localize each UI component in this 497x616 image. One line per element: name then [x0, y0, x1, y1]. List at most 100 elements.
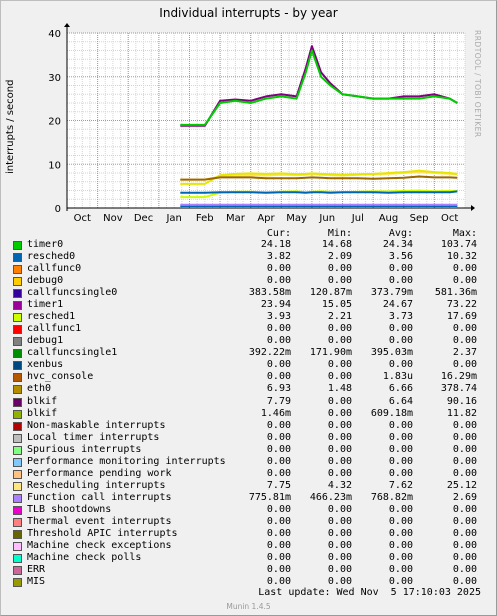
legend-swatch — [13, 445, 22, 455]
legend-label: callfuncsingle1 — [27, 347, 118, 359]
legend-value-min: 2.21 — [327, 311, 352, 323]
legend-label: timer1 — [27, 299, 64, 311]
legend-swatch — [13, 349, 22, 359]
x-tick-label: Aug — [379, 213, 399, 224]
legend-label: resched0 — [27, 251, 76, 263]
legend-swatch — [13, 241, 22, 250]
x-tick-label: Nov — [103, 213, 123, 224]
legend-value-min: 120.87m — [309, 287, 352, 299]
y-tick-label: 30 — [48, 73, 61, 84]
legend-value-cur: 392.22m — [248, 347, 291, 359]
legend-value-avg: 7.62 — [388, 479, 413, 491]
legend-value-cur: 0.00 — [266, 527, 291, 539]
legend-value-min: 0.00 — [327, 395, 352, 407]
legend-label: Local timer interrupts — [27, 431, 160, 443]
chart-plot: 0 10 20 30 40 Oct Nov Dec Jan Feb Mar Apr May Jun Jul A… — [48, 23, 475, 224]
legend-swatch — [13, 289, 22, 299]
series-line-eth0 — [180, 175, 458, 181]
legend-value-cur: 0.00 — [266, 564, 291, 576]
y-tick-label: 40 — [48, 29, 61, 40]
legend-row: callfunc0 0.00 0.00 0.00 0.00 — [0, 263, 497, 275]
legend-value-max: 10.32 — [446, 251, 477, 263]
x-tick-label: Dec — [134, 213, 153, 224]
legend-value-max: 0.00 — [452, 503, 477, 515]
legend-value-min: 0.00 — [327, 419, 352, 431]
legend-value-cur: 0.00 — [266, 455, 291, 467]
legend-value-avg: 395.03m — [370, 347, 413, 359]
legend-value-min: 2.09 — [327, 251, 352, 263]
legend-value-max: 0.00 — [452, 263, 477, 275]
legend-value-avg: 0.00 — [388, 455, 413, 467]
legend-value-avg: 3.73 — [388, 311, 413, 323]
legend-value-avg: 0.00 — [388, 263, 413, 275]
legend-value-avg: 0.00 — [388, 275, 413, 287]
legend-label: Rescheduling interrupts — [27, 479, 166, 491]
legend-swatch — [13, 385, 22, 395]
legend-value-avg: 6.66 — [388, 383, 413, 395]
x-axis-arrow — [471, 205, 475, 211]
legend-swatch — [13, 457, 22, 467]
legend-value-avg: 0.00 — [388, 576, 413, 588]
legend-header-cur: Cur: — [266, 228, 291, 239]
legend-swatch — [13, 253, 22, 263]
legend-row: TLB shootdowns 0.00 0.00 0.00 0.00 — [0, 504, 497, 516]
legend-row: hvc_console 0.00 0.00 1.83u 16.29m — [0, 371, 497, 383]
legend-label: hvc_console — [27, 371, 94, 383]
legend-value-cur: 23.94 — [260, 299, 291, 311]
legend-value-min: 0.00 — [327, 540, 352, 551]
legend-value-max: 0.00 — [452, 419, 477, 431]
legend-value-max: 16.29m — [440, 371, 477, 383]
legend-value-max: 0.00 — [452, 455, 477, 467]
series-line-timer1 — [180, 45, 458, 127]
legend-value-min: 4.32 — [327, 479, 352, 491]
legend-row: resched0 3.82 2.09 3.56 10.32 — [0, 251, 497, 263]
legend-value-avg: 0.00 — [388, 443, 413, 455]
y-tick-label: 0 — [55, 204, 61, 215]
legend-value-max: 0.00 — [452, 431, 477, 443]
legend-label: ERR — [27, 564, 46, 576]
legend-value-avg: 6.64 — [388, 395, 413, 407]
legend-header-min: Min: — [327, 228, 352, 239]
legend-value-avg: 0.00 — [388, 431, 413, 443]
x-tick-label: Oct — [74, 213, 91, 224]
legend-value-cur: 3.82 — [266, 251, 291, 263]
legend-row: blkif 7.79 0.00 6.64 90.16 — [0, 396, 497, 408]
legend-value-max: 0.00 — [452, 467, 477, 479]
legend-label: blkif — [27, 395, 58, 407]
legend-label: resched1 — [27, 311, 76, 323]
legend-row: callfuncsingle1 392.22m 171.90m 395.03m 2.37 — [0, 347, 497, 359]
legend-label: xenbus — [27, 359, 64, 371]
legend-value-avg: 0.00 — [388, 419, 413, 431]
legend-swatch — [13, 325, 22, 335]
legend-value-min: 0.00 — [327, 407, 352, 419]
legend-swatch — [13, 578, 22, 588]
legend-row: Spurious interrupts 0.00 0.00 0.00 0.00 — [0, 444, 497, 456]
legend-value-max: 0.00 — [452, 335, 477, 347]
legend-value-max: 0.00 — [452, 443, 477, 455]
legend-label: callfunc1 — [27, 323, 82, 335]
legend-value-min: 0.00 — [327, 527, 352, 539]
legend-value-cur: 24.18 — [260, 239, 291, 250]
legend-label: TLB shootdowns — [27, 503, 112, 515]
x-tick-label: Mar — [226, 213, 246, 224]
legend-value-cur: 0.00 — [266, 503, 291, 515]
legend-swatch — [13, 529, 22, 539]
legend-value-max: 0.00 — [452, 323, 477, 335]
legend-value-cur: 3.93 — [266, 311, 291, 323]
legend-label: debug1 — [27, 335, 64, 347]
legend-swatch — [13, 505, 22, 515]
legend-value-min: 0.00 — [327, 443, 352, 455]
legend-row: Machine check polls 0.00 0.00 0.00 0.00 — [0, 552, 497, 564]
munin-version: Munin 1.4.5 — [226, 602, 271, 611]
legend-swatch — [13, 542, 22, 551]
legend-row: blkif 1.46m 0.00 609.18m 11.82 — [0, 408, 497, 420]
legend-row: Thermal event interrupts 0.00 0.00 0.00 0.00 — [0, 516, 497, 528]
legend-value-max: 0.00 — [452, 540, 477, 551]
series-line-blkif — [180, 169, 458, 185]
legend-label: Function call interrupts — [27, 491, 172, 503]
legend-swatch — [13, 373, 22, 383]
legend-value-cur: 6.93 — [266, 383, 291, 395]
legend-swatch — [13, 361, 22, 371]
legend-swatch — [13, 517, 22, 527]
legend-value-min: 0.00 — [327, 467, 352, 479]
